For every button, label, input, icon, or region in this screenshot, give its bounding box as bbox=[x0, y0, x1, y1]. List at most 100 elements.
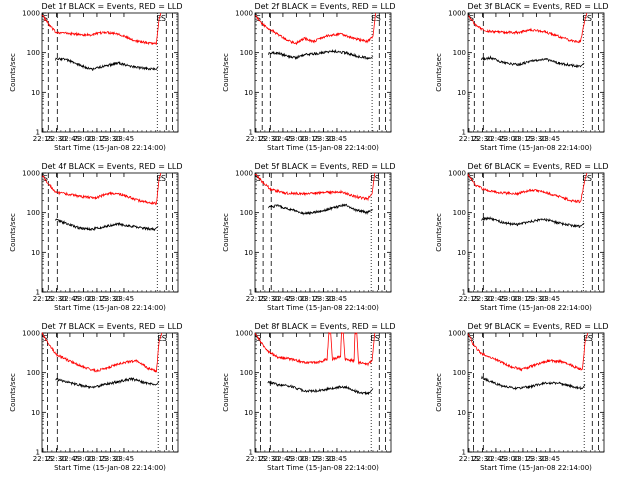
chart-svg: Det 5f BLACK = Events, RED = LLD 1 10 100 10… bbox=[222, 162, 396, 312]
y-axis-label: Counts/sec bbox=[222, 213, 230, 252]
x-axis-label: Start Time (15-Jan-08 22:14:00) bbox=[480, 304, 592, 312]
series-line-events bbox=[481, 55, 585, 69]
interval-marker-label: S bbox=[375, 334, 380, 343]
series-line-events bbox=[55, 218, 159, 232]
chart-title: Det 5f BLACK = Events, RED = LLD bbox=[254, 162, 395, 171]
y-tick-label: 10 bbox=[31, 409, 40, 417]
interval-marker-label: E bbox=[370, 174, 375, 183]
x-tick-label: 22:30 bbox=[46, 135, 66, 143]
y-axis-label: Counts/sec bbox=[435, 213, 443, 252]
chart-panel-1: Det 1f BLACK = Events, RED = LLD 1 10 100 10… bbox=[0, 0, 213, 160]
chart-panel-3: Det 3f BLACK = Events, RED = LLD 1 10 100 10… bbox=[426, 0, 639, 160]
x-tick-label: 22:45 bbox=[273, 455, 293, 463]
plot-frame bbox=[41, 332, 179, 453]
x-tick-label: 23:15 bbox=[513, 135, 533, 143]
x-tick-label: 22:30 bbox=[472, 295, 492, 303]
chart-title: Det 6f BLACK = Events, RED = LLD bbox=[467, 162, 608, 171]
series-line-events bbox=[268, 48, 374, 61]
interval-marker-label: S bbox=[256, 174, 261, 183]
y-tick-label: 10 bbox=[31, 249, 40, 257]
chart-title: Det 9f BLACK = Events, RED = LLD bbox=[467, 322, 608, 331]
x-tick-label: 23:00 bbox=[499, 135, 519, 143]
x-tick-label: 23:45 bbox=[114, 135, 134, 143]
x-axis-label: Start Time (15-Jan-08 22:14:00) bbox=[54, 144, 166, 152]
series-line-events bbox=[55, 377, 160, 390]
chart-title: Det 3f BLACK = Events, RED = LLD bbox=[467, 2, 608, 11]
series-line-events bbox=[481, 375, 586, 391]
series-line-lld bbox=[41, 12, 162, 46]
y-tick-label: 100 bbox=[27, 369, 40, 377]
chart-panel-4: Det 4f BLACK = Events, RED = LLD 1 10 100 10… bbox=[0, 160, 213, 320]
x-tick-label: 23:00 bbox=[286, 135, 306, 143]
y-tick-label: 1 bbox=[462, 129, 466, 137]
interval-marker-label: S bbox=[587, 174, 592, 183]
x-tick-label: 22:30 bbox=[46, 455, 66, 463]
x-tick-label: 23:30 bbox=[313, 135, 333, 143]
y-tick-label: 10 bbox=[244, 409, 253, 417]
x-tick-label: 23:00 bbox=[73, 135, 93, 143]
x-tick-label: 23:30 bbox=[313, 455, 333, 463]
x-tick-label: 23:15 bbox=[513, 455, 533, 463]
x-tick-label: 23:45 bbox=[540, 135, 560, 143]
series-line-lld bbox=[468, 12, 588, 44]
interval-marker-label: S bbox=[161, 14, 166, 23]
x-tick-label: 23:30 bbox=[100, 295, 120, 303]
x-tick-label: 23:30 bbox=[526, 295, 546, 303]
chart-panel-8: Det 8f BLACK = Events, RED = LLD 1 10 100 10… bbox=[213, 320, 426, 480]
x-tick-label: 23:15 bbox=[87, 295, 107, 303]
x-tick-label: 23:45 bbox=[540, 295, 560, 303]
x-axis-label: Start Time (15-Jan-08 22:14:00) bbox=[480, 144, 592, 152]
y-tick-label: 100 bbox=[453, 369, 466, 377]
x-tick-label: 22:30 bbox=[259, 295, 279, 303]
chart-panel-7: Det 7f BLACK = Events, RED = LLD 1 10 100 10… bbox=[0, 320, 213, 480]
x-tick-label: 23:15 bbox=[513, 295, 533, 303]
y-axis-label: Counts/sec bbox=[222, 53, 230, 92]
chart-svg: Det 6f BLACK = Events, RED = LLD 1 10 100 10… bbox=[435, 162, 609, 312]
series-line-lld bbox=[254, 331, 376, 367]
x-tick-label: 22:15 bbox=[459, 295, 479, 303]
x-tick-label: 22:30 bbox=[46, 295, 66, 303]
x-tick-label: 22:30 bbox=[472, 455, 492, 463]
x-tick-label: 22:15 bbox=[246, 135, 266, 143]
y-tick-label: 1000 bbox=[235, 170, 253, 178]
x-tick-label: 22:15 bbox=[246, 455, 266, 463]
y-axis-label: Counts/sec bbox=[435, 373, 443, 412]
x-tick-label: 22:45 bbox=[60, 295, 80, 303]
x-tick-label: 22:15 bbox=[33, 295, 53, 303]
x-tick-label: 22:45 bbox=[273, 295, 293, 303]
plot-frame bbox=[467, 172, 605, 293]
y-tick-label: 1000 bbox=[448, 330, 466, 338]
x-tick-label: 22:15 bbox=[459, 455, 479, 463]
x-tick-label: 23:30 bbox=[313, 295, 333, 303]
y-tick-label: 100 bbox=[240, 49, 253, 57]
y-tick-label: 1 bbox=[36, 449, 40, 457]
series-line-events bbox=[55, 57, 159, 71]
x-tick-label: 22:45 bbox=[60, 135, 80, 143]
x-tick-label: 23:15 bbox=[300, 455, 320, 463]
y-tick-label: 1000 bbox=[235, 10, 253, 18]
x-tick-label: 22:45 bbox=[273, 135, 293, 143]
series-line-events bbox=[268, 203, 374, 216]
chart-svg: Det 8f BLACK = Events, RED = LLD 1 10 100 10… bbox=[222, 322, 396, 472]
interval-marker-label: S bbox=[587, 14, 592, 23]
y-tick-label: 100 bbox=[240, 369, 253, 377]
series-line-lld bbox=[254, 12, 377, 46]
x-tick-label: 23:15 bbox=[87, 455, 107, 463]
chart-title: Det 4f BLACK = Events, RED = LLD bbox=[41, 162, 182, 171]
y-tick-label: 100 bbox=[27, 49, 40, 57]
chart-svg: Det 3f BLACK = Events, RED = LLD 1 10 100 10… bbox=[435, 2, 609, 152]
plot-frame bbox=[254, 12, 392, 133]
x-tick-label: 23:30 bbox=[100, 135, 120, 143]
series-line-lld bbox=[467, 172, 588, 204]
y-tick-label: 10 bbox=[31, 89, 40, 97]
interval-marker-label: S bbox=[469, 334, 474, 343]
x-tick-label: 22:15 bbox=[459, 135, 479, 143]
x-tick-label: 23:00 bbox=[499, 455, 519, 463]
chart-svg: Det 1f BLACK = Events, RED = LLD 1 10 100 10… bbox=[9, 2, 183, 152]
interval-marker-label: E bbox=[371, 14, 376, 23]
x-tick-label: 23:15 bbox=[300, 295, 320, 303]
x-tick-label: 23:15 bbox=[300, 135, 320, 143]
series-line-events bbox=[267, 380, 374, 396]
interval-marker-label: S bbox=[469, 14, 474, 23]
